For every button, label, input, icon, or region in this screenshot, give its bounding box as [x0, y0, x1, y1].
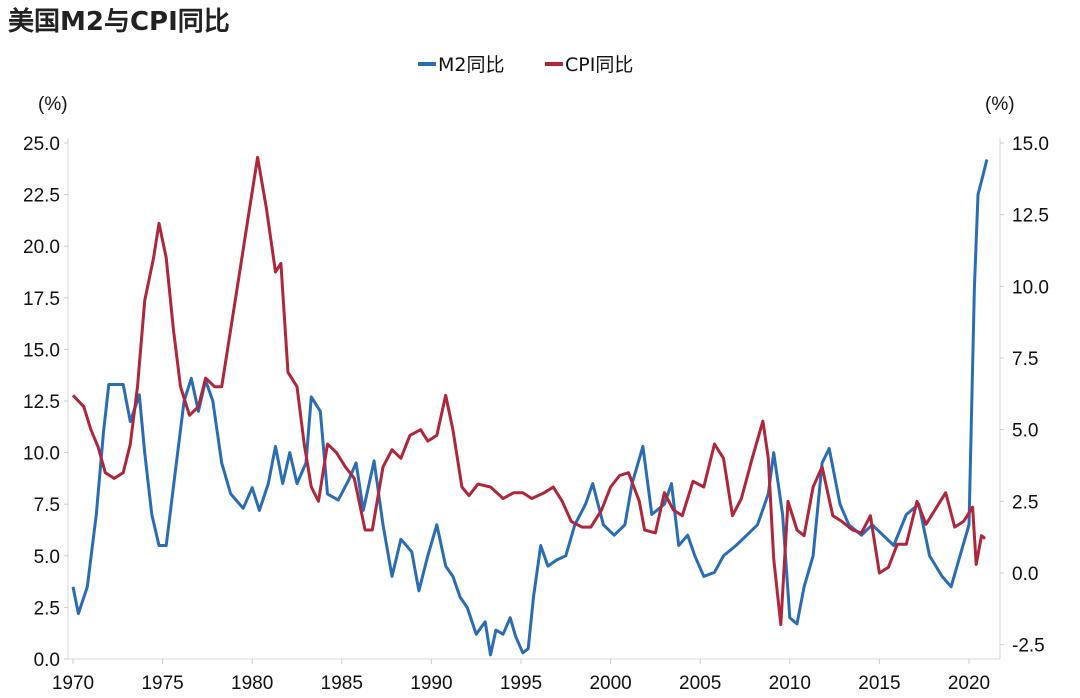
x-tick-label: 1995 [500, 673, 542, 694]
x-tick-label: 1980 [231, 673, 273, 694]
left-tick-label: 25.0 [23, 134, 60, 155]
left-tick-label: 5.0 [34, 547, 60, 568]
right-tick-label: 5.0 [1012, 421, 1038, 442]
x-tick-label: 1970 [52, 673, 94, 694]
left-tick-label: 12.5 [23, 392, 60, 413]
legend-label-cpi: CPI同比 [565, 54, 633, 76]
x-tick-label: 1975 [141, 673, 183, 694]
left-tick-label: 10.0 [23, 444, 60, 465]
right-tick-label: -2.5 [1012, 636, 1045, 657]
x-tick-label: 2010 [769, 673, 811, 694]
left-tick-label: 22.5 [23, 186, 60, 207]
x-tick-label: 2000 [589, 673, 631, 694]
right-tick-label: 0.0 [1012, 564, 1038, 585]
left-tick-label: 2.5 [34, 598, 60, 619]
left-tick-label: 7.5 [34, 495, 60, 516]
left-tick-label: 17.5 [23, 289, 60, 310]
right-tick-label: 7.5 [1012, 349, 1038, 370]
x-tick-label: 2020 [948, 673, 990, 694]
x-tick-label: 1985 [321, 673, 363, 694]
x-tick-label: 1990 [410, 673, 452, 694]
left-axis-unit: (%) [38, 94, 68, 115]
chart-title: 美国M2与CPI同比 [8, 6, 230, 37]
right-tick-label: 12.5 [1012, 206, 1049, 227]
left-tick-label: 15.0 [23, 340, 60, 361]
x-tick-label: 2005 [679, 673, 721, 694]
series-line-cpi [71, 155, 987, 627]
right-tick-label: 15.0 [1012, 134, 1049, 155]
x-tick-label: 2015 [858, 673, 900, 694]
right-tick-label: 10.0 [1012, 277, 1049, 298]
series-line-m2 [71, 159, 989, 657]
right-tick-label: 2.5 [1012, 492, 1038, 513]
left-tick-label: 0.0 [34, 650, 60, 671]
right-axis-unit: (%) [985, 94, 1015, 115]
legend: M2同比 CPI同比 [418, 54, 633, 76]
legend-label-m2: M2同比 [438, 54, 504, 76]
left-tick-label: 20.0 [23, 237, 60, 258]
